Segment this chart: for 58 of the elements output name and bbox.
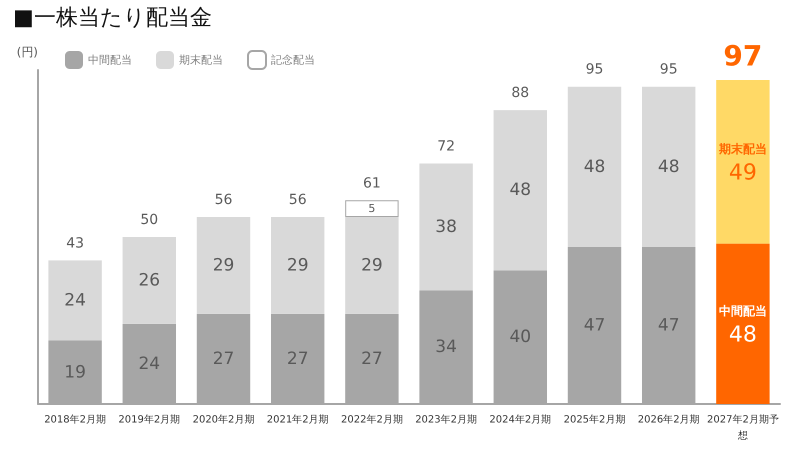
- x-tick-label: 2023年2月期: [415, 414, 478, 426]
- x-tick-label: 2025年2月期: [564, 414, 626, 426]
- data-label: 期末配当 49: [718, 142, 767, 186]
- data-label: 中間配当 48: [718, 304, 767, 348]
- data-label: 27: [286, 348, 309, 369]
- legend-label: 記念配当: [271, 54, 315, 66]
- data-label: 47: [658, 316, 680, 336]
- bar: [419, 164, 473, 290]
- total-label: 56: [214, 192, 232, 208]
- bar: [716, 80, 770, 244]
- bar: [642, 86, 696, 248]
- data-label: 29: [361, 255, 383, 276]
- x-tick-label: 2024年2月期: [489, 414, 552, 426]
- data-label: 27: [212, 348, 234, 369]
- data-label: 26: [138, 270, 160, 290]
- legend-label: 期末配当: [179, 54, 223, 66]
- total-label: 50: [140, 212, 158, 228]
- total-label: 56: [288, 192, 307, 208]
- total-label: 43: [66, 235, 84, 252]
- x-tick-label: 2018年2月期: [44, 414, 106, 426]
- data-label: 19: [64, 362, 86, 382]
- total-label: 97: [723, 40, 762, 73]
- total-label: 95: [586, 62, 604, 78]
- data-label: 29: [212, 255, 234, 276]
- bar: [716, 244, 770, 404]
- y-axis-title: (円): [16, 45, 38, 59]
- data-label: 29: [286, 255, 309, 276]
- total-label: 95: [660, 62, 678, 78]
- bar: [345, 216, 399, 314]
- total-label: 61: [362, 175, 381, 192]
- x-tick-label: 2022年2月期: [340, 414, 403, 426]
- data-label: 47: [584, 316, 606, 336]
- chart-title: ■一株当たり配当金: [13, 6, 212, 30]
- bar: [196, 216, 250, 314]
- bar: [568, 86, 622, 248]
- total-label: 72: [437, 138, 456, 155]
- bar: [345, 200, 399, 217]
- bar: [48, 260, 102, 341]
- data-label: 24: [138, 354, 160, 374]
- data-label: 48: [584, 156, 606, 177]
- bar: [122, 237, 176, 324]
- data-label: 48: [658, 156, 680, 177]
- data-label: 34: [435, 337, 457, 358]
- data-label: 5: [368, 202, 376, 216]
- total-label: 88: [511, 85, 530, 102]
- x-tick-label: 2027年2月期予想: [706, 414, 779, 442]
- data-label: 27: [361, 348, 383, 369]
- x-tick-label: 2026年2月期: [638, 414, 700, 426]
- data-label: 40: [509, 327, 532, 348]
- x-tick-label: 2020年2月期: [192, 414, 254, 426]
- x-tick-label: 2019年2月期: [118, 414, 180, 426]
- data-label: 24: [64, 290, 86, 310]
- data-label: 48: [509, 180, 532, 200]
- x-tick-label: 2021年2月期: [266, 414, 329, 426]
- bar: [270, 216, 324, 314]
- data-label: 38: [435, 216, 457, 237]
- legend-label: 中間配当: [88, 54, 132, 66]
- bar: [494, 110, 548, 270]
